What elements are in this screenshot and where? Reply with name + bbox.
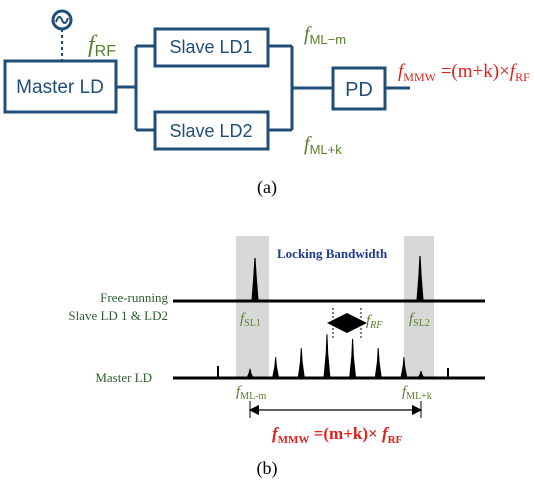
pd-box xyxy=(331,66,387,111)
slave-ld1-label: Slave LD1 xyxy=(169,37,252,57)
slave-ld2-box xyxy=(153,110,270,151)
f-ml-plus-label-b: fML+k xyxy=(402,384,432,402)
fiber-lines xyxy=(116,44,410,132)
locking-band-right xyxy=(404,236,434,379)
master-ld-box xyxy=(3,59,118,114)
caption-a: (a) xyxy=(257,177,277,198)
comb-peak-0 xyxy=(246,368,254,379)
f-mmw-equation-b: fMMW =(m+k)× fRF xyxy=(272,424,403,446)
comb-peak-2 xyxy=(297,348,305,379)
f-sl1-label: fSL1 xyxy=(240,311,261,329)
master-ld-label-b: Master LD xyxy=(95,370,152,385)
comb-peak-7 xyxy=(417,370,425,379)
locking-band-left xyxy=(236,236,269,379)
slave-ld2-label: Slave LD2 xyxy=(169,121,252,141)
f-ml-plus-label-a: fML+k xyxy=(304,133,342,157)
comb-peak-4 xyxy=(349,338,357,379)
comb-peak-1 xyxy=(272,357,280,379)
f-sl2-label: fSL2 xyxy=(409,311,430,329)
comb-peak-5 xyxy=(374,348,382,379)
rf-source-icon xyxy=(51,9,73,60)
slave1-peak xyxy=(248,257,262,302)
panel-b: Locking Bandwidth Free-running Slave LD … xyxy=(68,236,485,479)
free-running-label-line2: Slave LD 1 & LD2 xyxy=(68,308,168,323)
locking-bandwidth-label: Locking Bandwidth xyxy=(277,246,388,261)
pd-label: PD xyxy=(345,79,373,101)
comb-peak-3 xyxy=(323,334,331,379)
f-mmw-equation-a: fMMW =(m+k)×fRF xyxy=(398,61,530,84)
master-comb xyxy=(246,334,425,379)
f-rf-label-b: fRF xyxy=(366,313,383,331)
slave-ld1-box xyxy=(153,27,270,68)
free-running-label-line1: Free-running xyxy=(100,290,168,305)
master-ld-label: Master LD xyxy=(16,77,104,98)
f-ml-minus-label-a: fML−m xyxy=(304,23,346,47)
comb-peak-6 xyxy=(400,357,408,379)
f-ml-minus-label-b: fML-m xyxy=(236,384,267,402)
panel-a: fRF Master LD Slave LD1 Slave LD2 PD fML… xyxy=(3,9,530,198)
slave2-peak xyxy=(413,255,427,302)
f-rf-label-a: fRF xyxy=(88,32,116,60)
caption-b: (b) xyxy=(257,458,278,479)
